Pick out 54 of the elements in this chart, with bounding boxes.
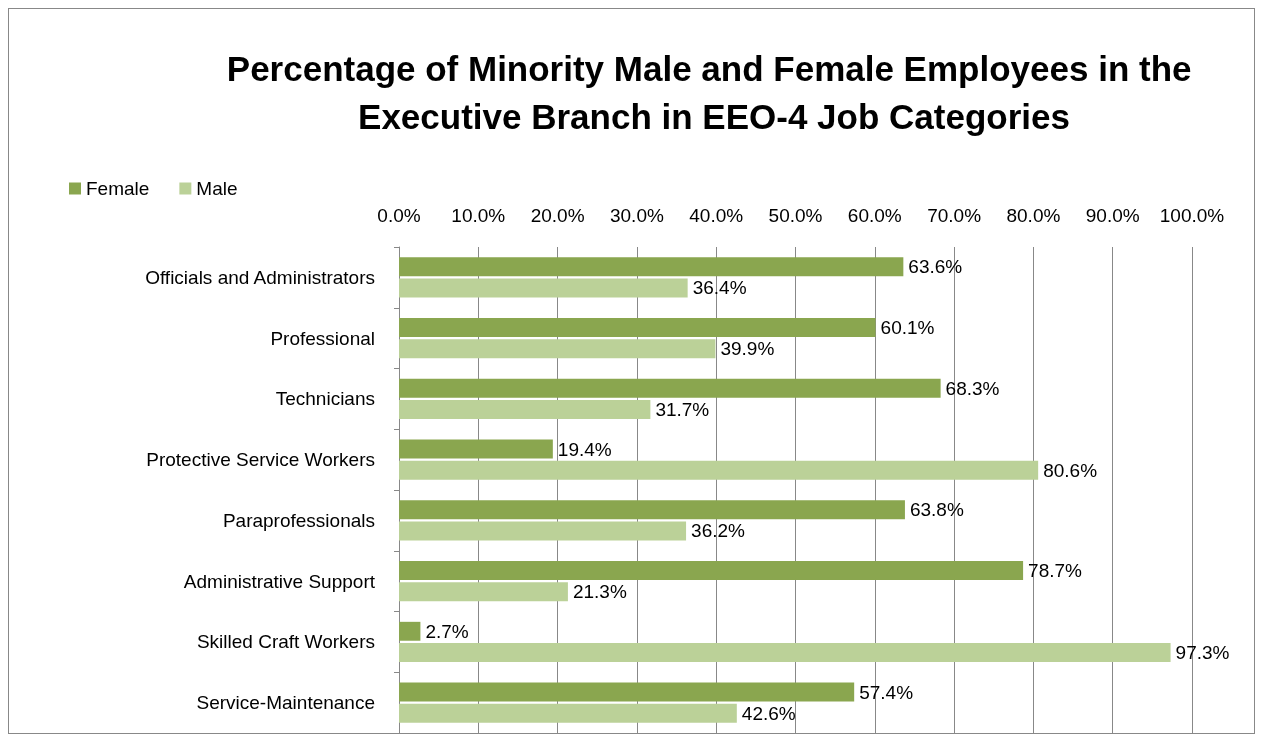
data-label: 19.4% bbox=[557, 438, 612, 460]
bar bbox=[399, 439, 553, 459]
x-tick-label: 10.0% bbox=[451, 205, 506, 226]
bar bbox=[399, 318, 876, 337]
data-label: 63.6% bbox=[908, 256, 963, 278]
bar bbox=[399, 339, 716, 359]
data-label: 21.3% bbox=[572, 581, 627, 603]
x-tick-label: 70.0% bbox=[927, 205, 982, 226]
bar bbox=[399, 500, 905, 520]
bar bbox=[399, 378, 941, 398]
y-tick-label: Officials and Administrators bbox=[145, 266, 375, 288]
data-label: 36.2% bbox=[691, 520, 746, 542]
legend-label: Male bbox=[196, 178, 238, 199]
bar bbox=[399, 621, 421, 641]
bar bbox=[399, 460, 1039, 480]
data-label: 36.4% bbox=[692, 277, 747, 299]
data-label: 42.6% bbox=[741, 702, 796, 724]
x-tick-label: 20.0% bbox=[530, 205, 585, 226]
data-label: 57.4% bbox=[859, 681, 914, 703]
data-label: 31.7% bbox=[655, 398, 710, 420]
data-label: 63.8% bbox=[909, 499, 964, 521]
y-tick-label: Service-Maintenance bbox=[196, 692, 375, 714]
x-tick-label: 60.0% bbox=[847, 205, 902, 226]
y-tick-label: Paraprofessionals bbox=[222, 509, 375, 531]
y-tick-label: Professional bbox=[270, 327, 375, 349]
bar bbox=[399, 278, 688, 298]
bar bbox=[399, 582, 568, 602]
data-label: 2.7% bbox=[425, 620, 469, 642]
data-label: 78.7% bbox=[1028, 560, 1083, 582]
bar bbox=[399, 682, 855, 702]
data-label: 80.6% bbox=[1043, 459, 1098, 481]
x-tick-label: 30.0% bbox=[609, 205, 664, 226]
chart-title: Percentage of Minority Male and Female Employees in the Executive Branch in EEO-4 Job Categories bbox=[226, 48, 1202, 136]
y-tick-label: Protective Service Workers bbox=[146, 449, 375, 471]
x-tick-label: 50.0% bbox=[768, 205, 823, 226]
x-tick-label: 80.0% bbox=[1006, 205, 1061, 226]
bar bbox=[399, 703, 737, 723]
data-label: 97.3% bbox=[1175, 641, 1230, 663]
data-label: 39.9% bbox=[720, 338, 775, 360]
data-label: 68.3% bbox=[945, 377, 1000, 399]
y-tick-label: Skilled Craft Workers bbox=[196, 631, 375, 653]
x-tick-label: 40.0% bbox=[689, 205, 744, 226]
y-tick-label: Administrative Support bbox=[183, 570, 376, 592]
bar bbox=[399, 257, 904, 277]
bar bbox=[399, 521, 687, 541]
x-tick-label: 90.0% bbox=[1085, 205, 1140, 226]
y-tick-label: Technicians bbox=[275, 388, 375, 410]
bar bbox=[399, 643, 1171, 662]
bar bbox=[399, 400, 651, 419]
x-tick-label: 100.0% bbox=[1159, 205, 1225, 226]
x-tick-label: 0.0% bbox=[377, 205, 421, 226]
bar bbox=[399, 561, 1024, 580]
legend-label: Female bbox=[86, 178, 150, 199]
data-label: 60.1% bbox=[880, 317, 935, 339]
